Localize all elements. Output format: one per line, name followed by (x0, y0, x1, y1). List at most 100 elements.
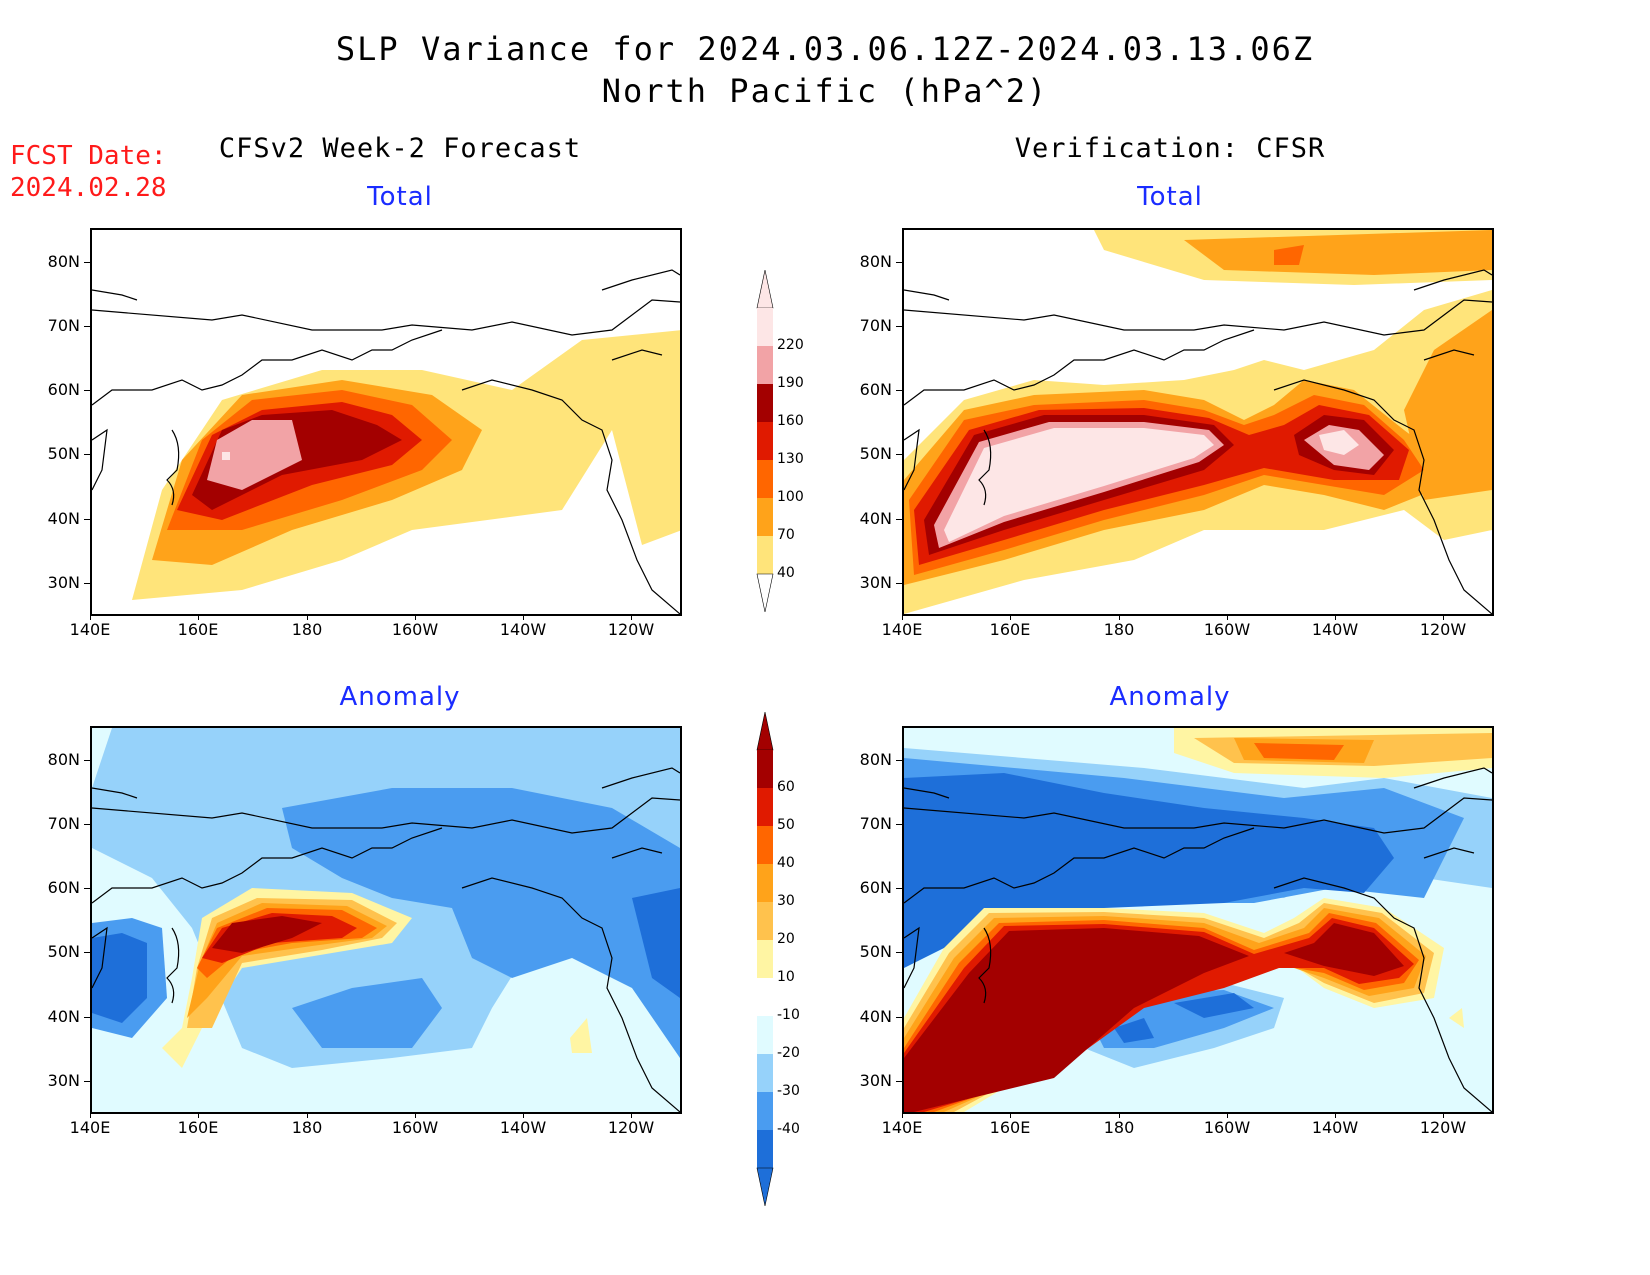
lon-tick-mark (1227, 1112, 1228, 1118)
right-column-title: Verification: CFSR (1014, 133, 1326, 164)
lat-tick-label: 80N (859, 750, 892, 769)
left-column-title: CFSv2 Week-2 Forecast (218, 133, 582, 164)
lon-tick-mark (902, 614, 903, 620)
top-right-panel-title: Total (1137, 182, 1203, 212)
lat-tick-mark (896, 326, 902, 327)
colorbar-segment (757, 978, 773, 1016)
lat-tick-label: 50N (47, 942, 80, 961)
colorbar-segment (757, 346, 773, 384)
lon-tick-label: 120W (607, 620, 655, 639)
lon-tick-label: 120W (1419, 1118, 1467, 1137)
colorbar-segment (757, 1092, 773, 1130)
colorbar-label: -40 (777, 1121, 800, 1137)
colorbar-segment (757, 1016, 773, 1054)
lat-tick-mark (84, 326, 90, 327)
lat-tick-mark (896, 519, 902, 520)
colorbar-label: 160 (777, 413, 804, 429)
fcst-date-value: 2024.02.28 (10, 173, 167, 203)
colorbar-segment (757, 498, 773, 536)
lat-tick-mark (84, 390, 90, 391)
lon-tick-label: 160E (989, 1118, 1031, 1137)
colorbar-label: 60 (777, 779, 795, 795)
lat-tick-label: 70N (859, 814, 892, 833)
top-left-panel-title: Total (367, 182, 433, 212)
lon-tick-mark (523, 1112, 524, 1118)
lon-tick-mark (415, 614, 416, 620)
colorbar-segment (757, 826, 773, 864)
lat-tick-label: 40N (859, 1007, 892, 1026)
lat-tick-label: 80N (47, 750, 80, 769)
lat-tick-mark (896, 390, 902, 391)
lat-tick-label: 50N (47, 444, 80, 463)
lon-tick-label: 180 (291, 1118, 323, 1137)
lat-tick-label: 40N (859, 509, 892, 528)
colorbar-segment (757, 750, 773, 788)
lat-tick-mark (84, 824, 90, 825)
lon-tick-mark (307, 1112, 308, 1118)
colorbar-segment (757, 902, 773, 940)
colorbar-tip-bottom (756, 573, 774, 612)
coastlines (92, 767, 680, 1112)
colorbar-segment (757, 422, 773, 460)
coastlines (904, 269, 1492, 614)
lat-tick-label: 50N (859, 942, 892, 961)
lat-tick-mark (84, 583, 90, 584)
colorbar-label: -10 (777, 1007, 800, 1023)
lon-tick-label: 160W (1203, 1118, 1251, 1137)
colorbar-segment (757, 308, 773, 346)
lon-tick-mark (90, 1112, 91, 1118)
lon-tick-mark (902, 1112, 903, 1118)
lat-tick-mark (84, 454, 90, 455)
lon-tick-mark (1119, 1112, 1120, 1118)
colorbar-label: 220 (777, 337, 804, 353)
lon-tick-mark (198, 1112, 199, 1118)
lon-tick-label: 160E (177, 1118, 219, 1137)
lat-tick-label: 40N (47, 1007, 80, 1026)
lon-tick-mark (1227, 614, 1228, 620)
colorbar-label: 40 (777, 565, 795, 581)
map-verification-total (902, 228, 1494, 616)
lat-tick-label: 30N (47, 573, 80, 592)
lon-tick-label: 160E (989, 620, 1031, 639)
lon-tick-label: 140E (69, 1118, 111, 1137)
lat-tick-mark (896, 454, 902, 455)
lon-tick-label: 120W (607, 1118, 655, 1137)
lat-tick-mark (84, 1081, 90, 1082)
contour-190 (207, 420, 302, 490)
lon-tick-mark (631, 614, 632, 620)
colorbar-segment (757, 1054, 773, 1092)
colorbar-label: 40 (777, 855, 795, 871)
colorbar-tip-bottom (756, 1167, 774, 1206)
lat-tick-mark (896, 262, 902, 263)
lon-tick-label: 160W (1203, 620, 1251, 639)
main-title-line2: North Pacific (hPa^2) (601, 72, 1049, 110)
lon-tick-mark (1443, 614, 1444, 620)
lat-tick-label: 60N (859, 878, 892, 897)
main-title-line1: SLP Variance for 2024.03.06.12Z-2024.03.… (335, 30, 1315, 68)
lat-tick-label: 30N (859, 1071, 892, 1090)
colorbar-segment (757, 940, 773, 978)
lon-tick-label: 140E (881, 620, 923, 639)
map-forecast-anomaly (90, 726, 682, 1114)
lon-tick-label: 140W (1311, 620, 1359, 639)
lon-tick-mark (1010, 614, 1011, 620)
colorbar-segment (757, 1130, 773, 1168)
coastlines (92, 269, 680, 614)
lat-tick-label: 30N (859, 573, 892, 592)
lat-tick-label: 80N (47, 252, 80, 271)
lat-tick-label: 70N (47, 316, 80, 335)
colorbar-label: 20 (777, 931, 795, 947)
map-verification-anomaly (902, 726, 1494, 1114)
lon-tick-mark (90, 614, 91, 620)
colorbar-segment (757, 864, 773, 902)
lon-tick-mark (415, 1112, 416, 1118)
lat-tick-mark (84, 760, 90, 761)
colorbar-segment (757, 460, 773, 498)
lat-tick-label: 60N (47, 878, 80, 897)
lat-tick-mark (896, 1081, 902, 1082)
lat-tick-label: 30N (47, 1071, 80, 1090)
lon-tick-label: 180 (1103, 1118, 1135, 1137)
coastlines (904, 767, 1492, 1112)
lat-tick-mark (896, 760, 902, 761)
lon-tick-mark (1335, 1112, 1336, 1118)
